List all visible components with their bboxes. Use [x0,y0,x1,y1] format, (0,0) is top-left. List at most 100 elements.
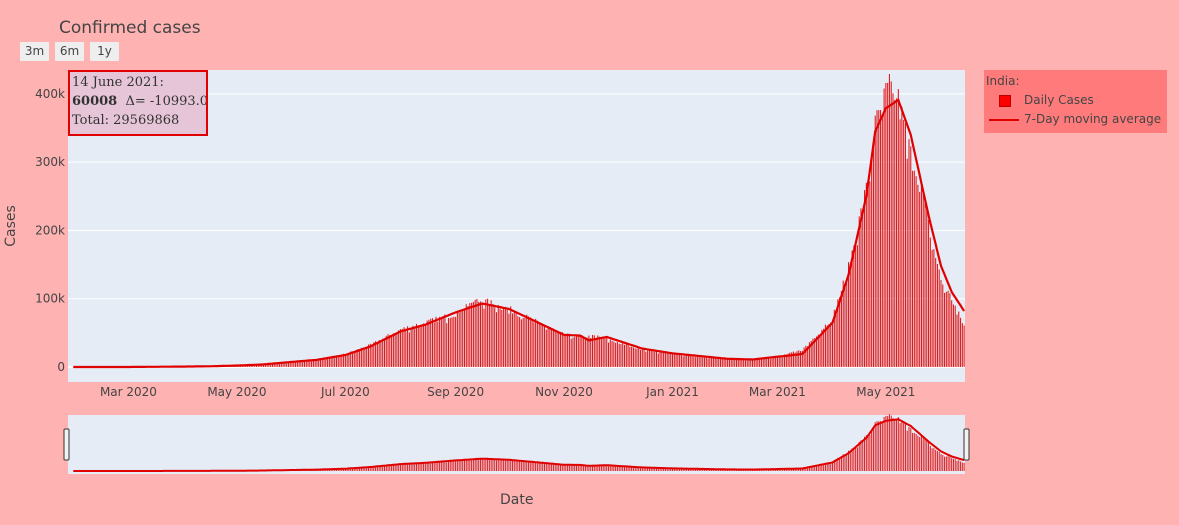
daily-case-bar[interactable] [705,357,707,367]
daily-case-bar[interactable] [858,216,860,367]
daily-case-bar[interactable] [488,305,490,367]
daily-case-bar[interactable] [314,359,316,367]
daily-case-bar[interactable] [501,309,503,367]
daily-case-bar[interactable] [928,219,930,367]
daily-case-bar[interactable] [407,326,409,367]
daily-case-bar[interactable] [741,358,743,367]
daily-case-bar[interactable] [872,145,874,367]
daily-case-bar[interactable] [714,358,716,367]
daily-case-bar[interactable] [869,181,871,367]
daily-case-bar[interactable] [575,335,578,367]
daily-case-bar[interactable] [709,357,711,367]
daily-case-bar[interactable] [519,317,521,367]
daily-case-bar[interactable] [332,355,334,367]
daily-case-bar[interactable] [424,324,426,367]
daily-case-bar[interactable] [759,358,761,367]
daily-case-bar[interactable] [807,346,809,367]
daily-case-bar[interactable] [897,89,899,367]
daily-case-bar[interactable] [433,322,435,367]
daily-case-bar[interactable] [913,170,915,367]
daily-case-bar[interactable] [591,334,594,367]
daily-case-bar[interactable] [551,327,553,367]
daily-case-bar[interactable] [663,351,665,367]
daily-case-bar[interactable] [382,338,384,367]
daily-case-bar[interactable] [263,364,265,367]
daily-case-bar[interactable] [328,356,330,367]
daily-case-bar[interactable] [286,361,288,367]
daily-case-bar[interactable] [945,291,947,367]
daily-case-bar[interactable] [693,356,695,367]
daily-case-bar[interactable] [666,352,668,367]
daily-case-bar[interactable] [616,342,618,367]
daily-case-bar[interactable] [819,334,821,367]
daily-case-bar[interactable] [453,316,455,367]
daily-case-bar[interactable] [478,301,480,367]
daily-case-bar[interactable] [419,325,421,367]
daily-case-bar[interactable] [647,350,649,367]
daily-case-bar[interactable] [703,357,706,367]
daily-case-bar[interactable] [346,354,348,367]
range-button-6m[interactable]: 6m [55,42,84,61]
legend-item-moving-average[interactable]: 7-Day moving average [984,112,1167,128]
daily-case-bar[interactable] [867,181,869,367]
daily-case-bar[interactable] [581,335,583,367]
daily-case-bar[interactable] [755,359,757,367]
daily-case-bar[interactable] [766,357,768,367]
daily-case-bar[interactable] [817,334,819,367]
range-button-3m[interactable]: 3m [20,42,49,61]
daily-case-bar[interactable] [298,360,300,367]
daily-case-bar[interactable] [631,346,633,367]
daily-case-bar[interactable] [816,336,818,367]
daily-case-bar[interactable] [716,357,718,367]
daily-case-bar[interactable] [543,326,546,367]
daily-case-bar[interactable] [855,243,857,367]
daily-case-bar[interactable] [307,360,309,367]
daily-case-bar[interactable] [572,337,574,367]
daily-case-bar[interactable] [494,307,496,367]
daily-case-bar[interactable] [538,322,540,367]
daily-case-bar[interactable] [899,119,901,367]
daily-case-bar[interactable] [485,299,487,367]
daily-case-bar[interactable] [837,299,839,367]
daily-case-bar[interactable] [279,362,281,367]
daily-case-bar[interactable] [577,335,579,367]
daily-case-bar[interactable] [401,328,403,367]
daily-case-bar[interactable] [746,359,748,367]
daily-case-bar[interactable] [880,109,882,367]
daily-case-bar[interactable] [748,358,750,367]
daily-case-bar[interactable] [963,325,965,367]
daily-case-bar[interactable] [682,356,684,367]
daily-case-bar[interactable] [803,347,805,367]
daily-case-bar[interactable] [607,342,610,367]
daily-case-bar[interactable] [892,93,894,367]
daily-case-bar[interactable] [904,123,906,367]
daily-case-bar[interactable] [906,158,908,367]
daily-case-bar[interactable] [707,358,709,367]
daily-case-bar[interactable] [915,176,917,367]
daily-case-bar[interactable] [542,325,544,367]
daily-case-bar[interactable] [767,358,770,367]
daily-case-bar[interactable] [369,343,371,367]
daily-case-bar[interactable] [876,110,878,367]
daily-case-bar[interactable] [296,361,298,367]
daily-case-bar[interactable] [526,314,528,367]
daily-case-bar[interactable] [931,249,933,367]
daily-case-bar[interactable] [280,362,282,367]
daily-case-bar[interactable] [826,325,828,367]
daily-case-bar[interactable] [367,344,370,367]
daily-case-bar[interactable] [764,358,766,367]
daily-case-bar[interactable] [583,338,585,367]
daily-case-bar[interactable] [830,322,832,367]
daily-case-bar[interactable] [467,306,469,367]
daily-case-bar[interactable] [456,311,458,367]
daily-case-bar[interactable] [679,353,681,367]
daily-case-bar[interactable] [604,338,606,367]
daily-case-bar[interactable] [508,313,510,367]
daily-case-bar[interactable] [865,182,867,367]
daily-case-bar[interactable] [912,170,914,367]
daily-case-bar[interactable] [864,190,866,367]
daily-case-bar[interactable] [426,320,428,367]
daily-case-bar[interactable] [757,359,759,367]
daily-case-bar[interactable] [751,359,754,367]
daily-case-bar[interactable] [960,317,962,367]
